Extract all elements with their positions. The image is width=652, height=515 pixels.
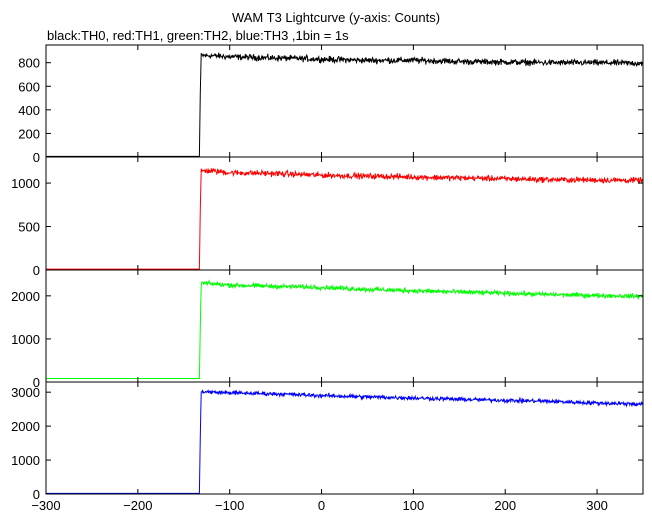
- y-tick-label-th2: 2000: [11, 289, 40, 304]
- y-tick-label-th0: 600: [18, 79, 40, 94]
- y-tick-label-th3: 3000: [11, 385, 40, 400]
- y-tick-label-th3: 2000: [11, 419, 40, 434]
- series-line-th1: [46, 167, 644, 270]
- y-tick-label-th3: 0: [33, 487, 40, 502]
- panel-frame-th3: [45, 381, 644, 495]
- x-tick-label: −300: [31, 498, 60, 513]
- y-tick-label-th0: 0: [33, 150, 40, 165]
- panel-frame-th1: [45, 156, 644, 271]
- series-line-th2: [46, 279, 644, 380]
- y-tick-label-th2: 0: [33, 375, 40, 390]
- y-tick-label-th2: 1000: [11, 332, 40, 347]
- series-line-th0: [46, 52, 644, 157]
- x-tick-label: 0: [318, 498, 325, 513]
- y-tick-label-th1: 500: [18, 220, 40, 235]
- y-tick-label-th0: 800: [18, 56, 40, 71]
- y-tick-label-th0: 400: [18, 103, 40, 118]
- y-tick-label-th1: 0: [33, 263, 40, 278]
- y-tick-label-th3: 1000: [11, 453, 40, 468]
- x-tick-label: 100: [403, 498, 425, 513]
- series-line-th3: [46, 388, 644, 494]
- y-tick-label-th0: 200: [18, 126, 40, 141]
- y-tick-label-th1: 1000: [11, 176, 40, 191]
- x-tick-label: 200: [494, 498, 516, 513]
- x-tick-label: 300: [586, 498, 608, 513]
- x-tick-label: −200: [123, 498, 152, 513]
- chart-subtitle: black:TH0, red:TH1, green:TH2, blue:TH3 …: [47, 28, 349, 43]
- x-tick-label: −100: [215, 498, 244, 513]
- panels-group: 0200400600800050010000100020000100020003…: [11, 44, 644, 513]
- chart-title: WAM T3 Lightcurve (y-axis: Counts): [232, 10, 440, 25]
